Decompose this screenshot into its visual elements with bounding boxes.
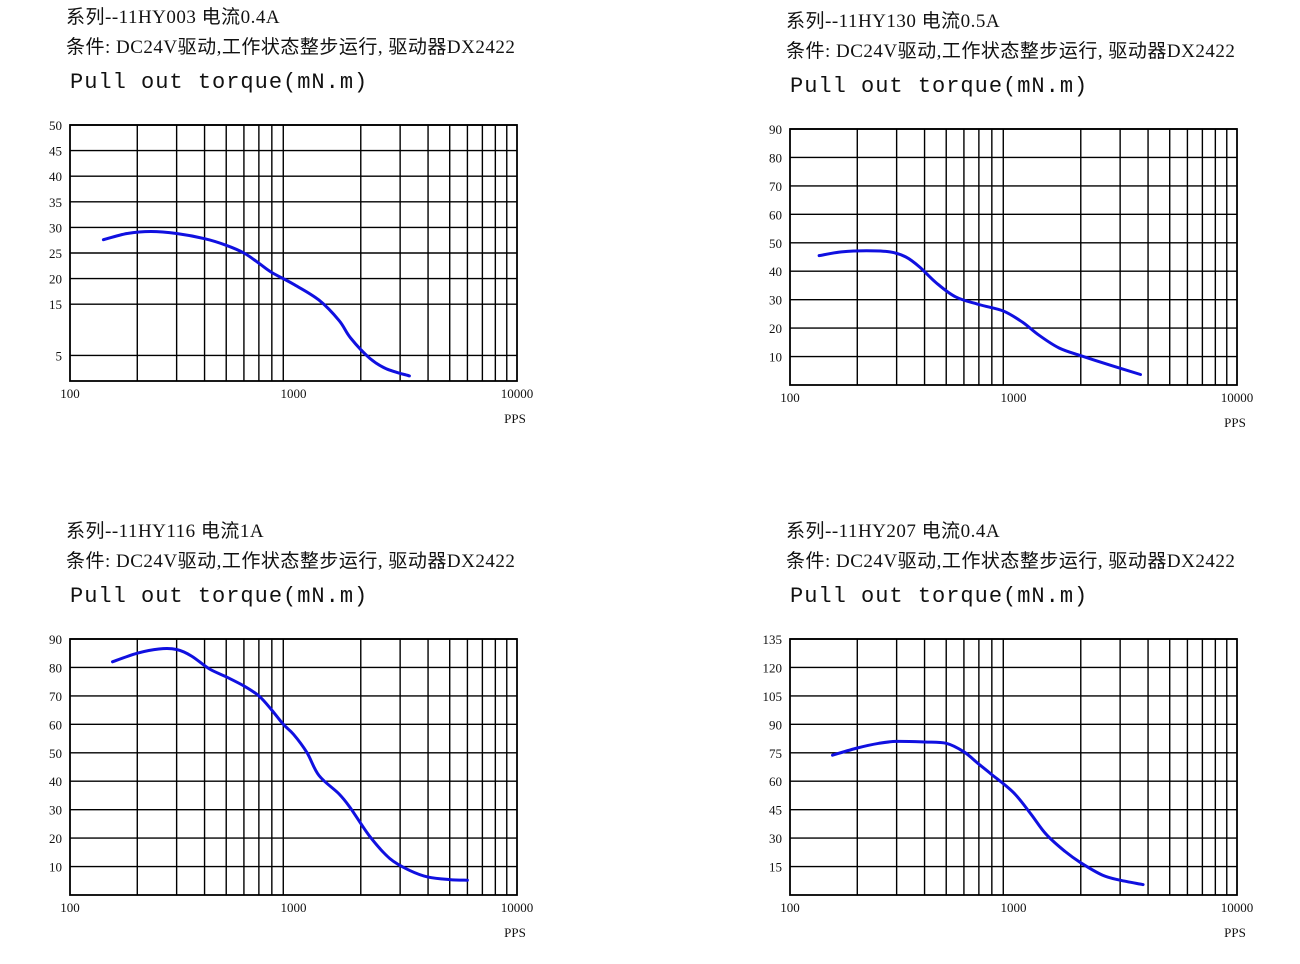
x-axis-label: PPS [504, 925, 526, 940]
y-tick-label: 5 [56, 348, 63, 363]
y-tick-label: 90 [49, 632, 62, 647]
torque-curve [111, 647, 469, 882]
x-tick-label: 1000 [1001, 390, 1027, 405]
y-tick-label: 80 [49, 660, 62, 675]
y-tick-label: 15 [49, 297, 62, 312]
y-tick-label: 20 [49, 272, 62, 287]
y-tick-label: 10 [49, 860, 62, 875]
x-tick-label: 1000 [281, 386, 307, 401]
torque-chart-11hy207: 15 30 45 60 75 90 105 120 135 100 1000 10000 PPS [763, 632, 1254, 940]
plot-frame [69, 638, 518, 896]
x-axis-label: PPS [1224, 925, 1246, 940]
y-tick-label: 50 [49, 746, 62, 761]
y-tick-label: 45 [49, 144, 62, 159]
x-tick-label: 10000 [1221, 390, 1254, 405]
chart-panel-11hy207: 系列--11HY207 电流0.4A 条件: DC24V驱动,工作状态整步运行,… [720, 514, 1300, 964]
x-tick-label: 100 [60, 900, 80, 915]
chart-series-title: 系列--11HY207 电流0.4A [786, 521, 1001, 542]
y-tick-label: 30 [49, 803, 62, 818]
chart-title: Pull out torque(mN.m) [790, 584, 1089, 609]
chart-conditions: 条件: DC24V驱动,工作状态整步运行, 驱动器DX2422 [66, 37, 516, 58]
chart-panel-11hy130: 系列--11HY130 电流0.5A 条件: DC24V驱动,工作状态整步运行,… [720, 4, 1300, 454]
chart-title: Pull out torque(mN.m) [70, 584, 369, 609]
chart-title: Pull out torque(mN.m) [790, 74, 1089, 99]
torque-curve [101, 230, 411, 378]
y-tick-label: 90 [769, 717, 782, 732]
x-tick-label: 100 [780, 900, 800, 915]
y-tick-label: 40 [769, 264, 782, 279]
y-tick-label: 30 [49, 220, 62, 235]
y-tick-label: 80 [769, 150, 782, 165]
y-tick-label: 45 [769, 803, 782, 818]
chart-conditions: 条件: DC24V驱动,工作状态整步运行, 驱动器DX2422 [66, 551, 516, 572]
torque-chart-11hy003: 5 15 20 25 30 35 40 45 50 100 1000 10000 PPS [49, 118, 534, 426]
y-tick-label: 75 [769, 746, 782, 761]
y-tick-label: 15 [769, 860, 782, 875]
y-tick-label: 90 [769, 122, 782, 137]
y-tick-label: 70 [49, 689, 62, 704]
x-tick-label: 1000 [1001, 900, 1027, 915]
chart-series-title: 系列--11HY003 电流0.4A [66, 7, 281, 28]
chart-panel-11hy116: 系列--11HY116 电流1A 条件: DC24V驱动,工作状态整步运行, 驱… [0, 514, 620, 964]
x-axis-label: PPS [1224, 415, 1246, 430]
y-tick-label: 40 [49, 169, 62, 184]
y-tick-label: 50 [769, 236, 782, 251]
y-tick-label: 10 [769, 350, 782, 365]
x-tick-label: 10000 [1221, 900, 1254, 915]
torque-chart-11hy130: 10 20 30 40 50 60 70 80 90 100 1000 10000 PPS [769, 122, 1254, 430]
y-tick-label: 20 [769, 321, 782, 336]
y-tick-label: 105 [763, 689, 783, 704]
y-tick-label: 30 [769, 831, 782, 846]
chart-series-title: 系列--11HY116 电流1A [66, 521, 265, 542]
y-tick-label: 120 [763, 660, 783, 675]
plot-frame [789, 638, 1238, 896]
x-tick-label: 100 [60, 386, 80, 401]
chart-title: Pull out torque(mN.m) [70, 70, 369, 95]
y-tick-label: 135 [763, 632, 783, 647]
chart-panel-11hy003: 系列--11HY003 电流0.4A 条件: DC24V驱动,工作状态整步运行,… [0, 0, 620, 450]
torque-curve [817, 249, 1142, 376]
y-tick-label: 25 [49, 246, 62, 261]
chart-conditions: 条件: DC24V驱动,工作状态整步运行, 驱动器DX2422 [786, 41, 1236, 62]
plot-frame [789, 128, 1238, 386]
y-tick-label: 60 [49, 717, 62, 732]
x-axis-label: PPS [504, 411, 526, 426]
y-tick-label: 60 [769, 207, 782, 222]
y-tick-label: 30 [769, 293, 782, 308]
chart-series-title: 系列--11HY130 电流0.5A [786, 11, 1001, 32]
y-tick-label: 35 [49, 195, 62, 210]
torque-chart-11hy116: 10 20 30 40 50 60 70 80 90 100 1000 10000 PPS [49, 632, 534, 940]
y-tick-label: 20 [49, 831, 62, 846]
y-tick-label: 50 [49, 118, 62, 133]
chart-conditions: 条件: DC24V驱动,工作状态整步运行, 驱动器DX2422 [786, 551, 1236, 572]
y-tick-label: 70 [769, 179, 782, 194]
x-tick-label: 10000 [501, 386, 534, 401]
y-tick-label: 40 [49, 774, 62, 789]
plot-frame [69, 124, 518, 382]
torque-curve [831, 739, 1145, 887]
x-tick-label: 100 [780, 390, 800, 405]
y-tick-label: 60 [769, 774, 782, 789]
x-tick-label: 10000 [501, 900, 534, 915]
x-tick-label: 1000 [281, 900, 307, 915]
